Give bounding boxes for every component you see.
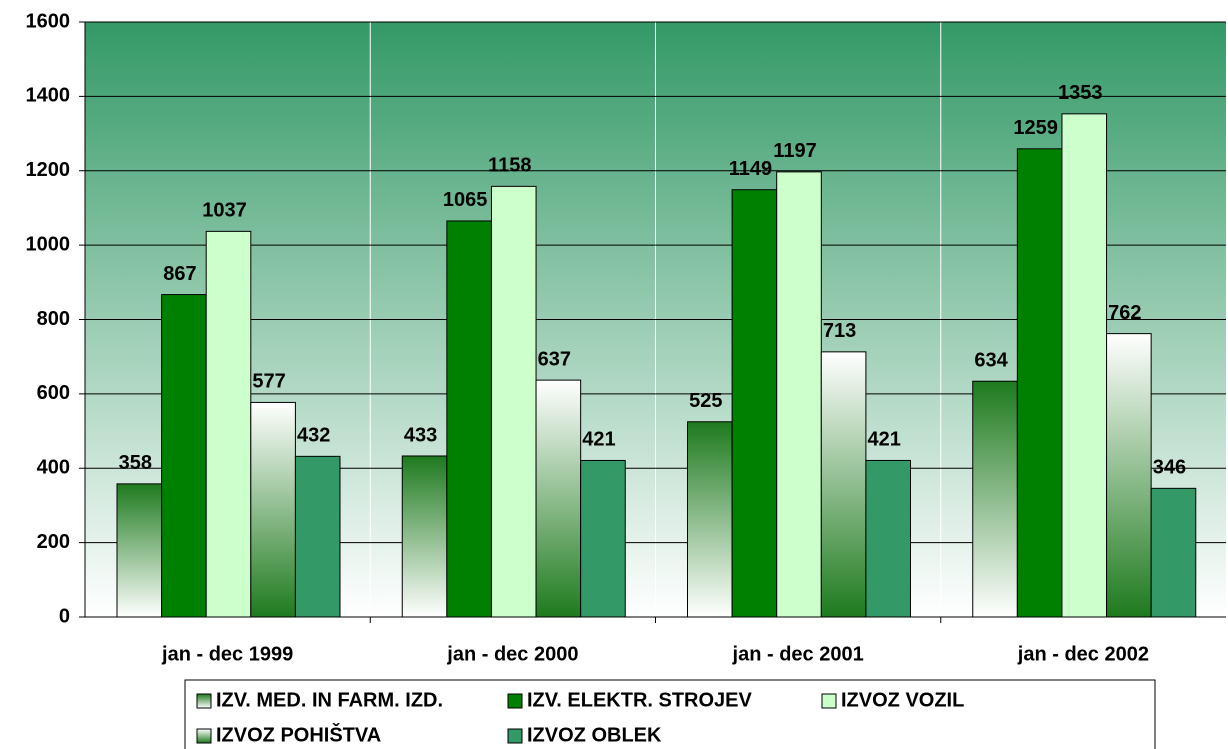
bar [687,421,733,618]
bar [865,459,912,618]
legend-box [184,679,1156,749]
data-label: 421 [582,429,615,451]
legend-swatch [507,728,523,744]
data-label: 1158 [488,155,531,177]
data-label: 1259 [1013,117,1058,139]
x-tick-label: jan - dec 1999 [161,643,293,665]
data-label: 634 [974,350,1008,372]
data-label: 525 [689,390,722,412]
data-label: 762 [1108,302,1141,324]
data-label: 1065 [443,189,488,211]
legend-label: IZVOZ OBLEK [527,724,662,746]
bar [580,459,626,618]
x-tick-label: jan - dec 2001 [732,643,864,665]
bar [401,455,448,618]
data-label: 637 [538,348,571,370]
y-tick-label: 400 [37,457,70,479]
bar [1061,113,1108,618]
legend-swatch [196,728,212,744]
bar [820,351,867,618]
data-label: 433 [404,424,437,446]
x-tick-label: jan - dec 2002 [1017,643,1149,665]
bar [535,379,582,618]
x-tick-label: jan - dec 2000 [446,643,578,665]
legend-label: IZVOZ VOZIL [841,689,964,711]
bar [776,171,822,618]
data-label: 346 [1153,457,1186,479]
data-label: 713 [823,320,856,342]
y-tick-label: 1600 [26,10,71,32]
y-tick-label: 600 [37,382,70,404]
data-label: 1037 [202,200,247,222]
data-label: 867 [163,263,196,285]
bar [161,294,207,618]
y-tick-label: 0 [59,605,70,627]
data-label: 1197 [773,140,816,162]
data-label: 1149 [729,158,772,180]
legend-label: IZV. ELEKTR. STROJEV [527,689,753,711]
bar [1016,148,1063,618]
data-label: 432 [297,425,330,447]
bar [490,185,537,618]
legend-label: IZVOZ POHIŠTVA [216,722,381,746]
data-label: 577 [252,371,285,393]
legend-swatch [821,693,837,709]
bar [116,483,163,618]
y-tick-label: 1400 [26,85,71,107]
bar [731,189,778,618]
legend-swatch [196,693,212,709]
bar [1106,333,1152,618]
y-tick-label: 800 [37,308,70,330]
y-tick-label: 1000 [26,233,71,255]
bar [250,401,296,618]
y-tick-label: 1200 [26,159,71,181]
bar [446,220,492,618]
bar [972,380,1018,618]
legend-label: IZV. MED. IN FARM. IZD. [216,689,443,711]
legend-swatch [507,693,523,709]
bar [205,230,252,618]
bar [294,455,341,618]
data-label: 421 [868,429,901,451]
data-label: 358 [119,452,152,474]
bar [1150,487,1197,618]
y-tick-label: 200 [37,531,70,553]
data-label: 1353 [1058,82,1103,104]
